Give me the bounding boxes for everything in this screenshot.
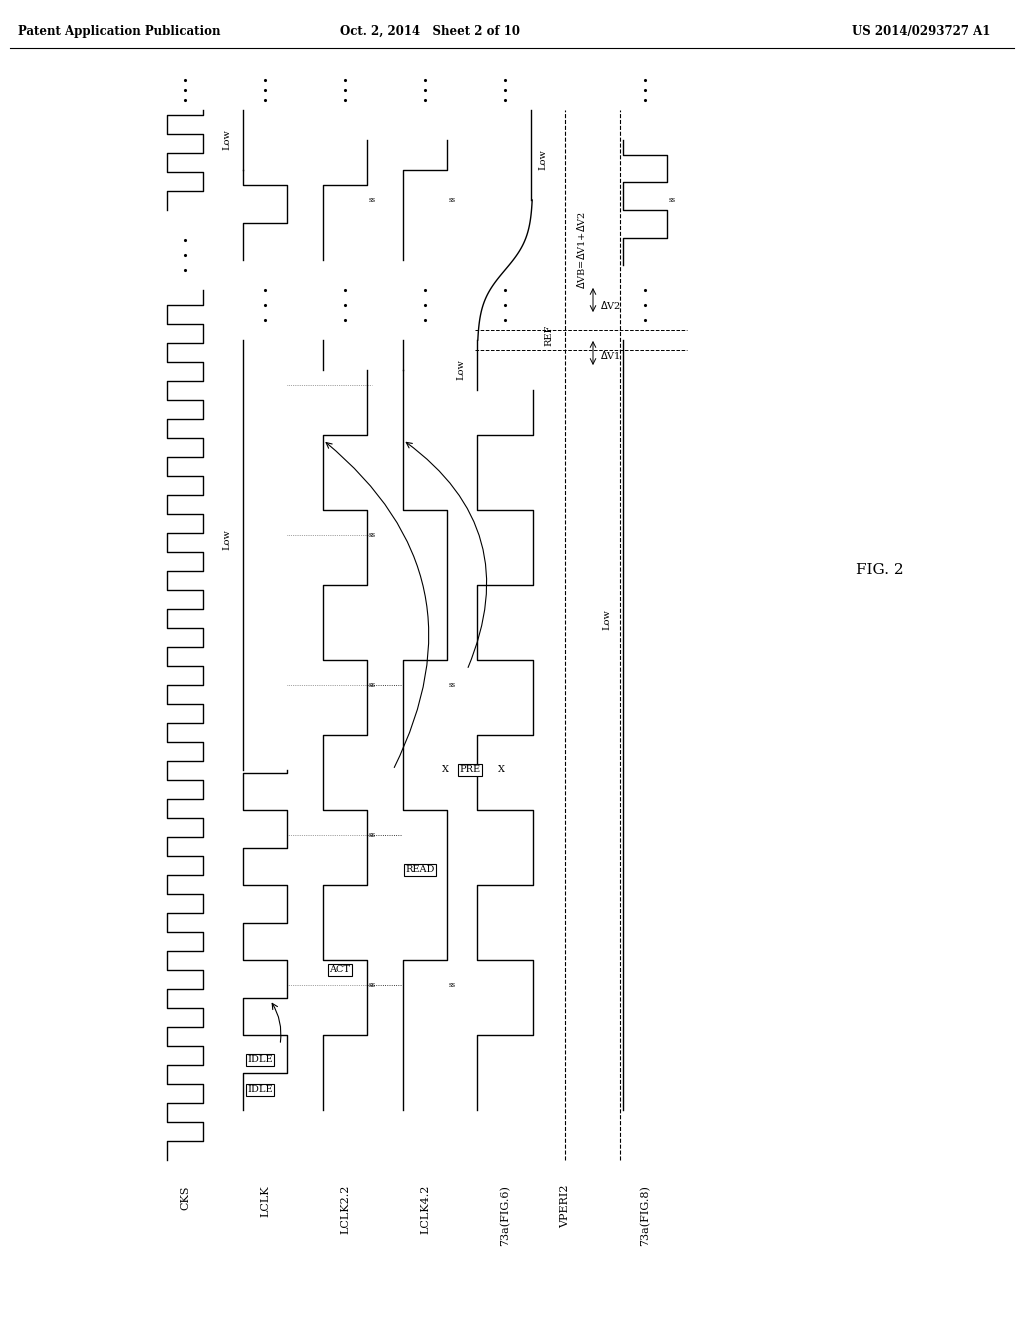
Text: ss: ss	[449, 195, 456, 205]
Text: 73a(FIG.6): 73a(FIG.6)	[500, 1185, 510, 1246]
Text: ss: ss	[449, 981, 456, 989]
Text: Low: Low	[538, 149, 547, 170]
Text: X: X	[442, 766, 449, 775]
Text: US 2014/0293727 A1: US 2014/0293727 A1	[852, 25, 990, 38]
Text: $\Delta$V2: $\Delta$V2	[600, 300, 621, 312]
Text: $\Delta$VB=$\Delta$V1+$\Delta$V2: $\Delta$VB=$\Delta$V1+$\Delta$V2	[575, 211, 587, 289]
Text: ss: ss	[369, 195, 376, 205]
Text: PRE: PRE	[460, 766, 480, 775]
Text: Oct. 2, 2014   Sheet 2 of 10: Oct. 2, 2014 Sheet 2 of 10	[340, 25, 520, 38]
Text: ss: ss	[369, 981, 376, 989]
Text: Patent Application Publication: Patent Application Publication	[18, 25, 220, 38]
Text: ss: ss	[369, 832, 376, 840]
Text: IDLE: IDLE	[247, 1056, 272, 1064]
Text: REF: REF	[544, 325, 553, 346]
Text: ss: ss	[369, 531, 376, 539]
Text: Low: Low	[222, 129, 231, 150]
Text: ACT: ACT	[330, 965, 350, 974]
Text: Low: Low	[602, 610, 611, 631]
Text: LCLK2.2: LCLK2.2	[340, 1185, 350, 1234]
Text: ss: ss	[669, 195, 676, 205]
Text: VPERI2: VPERI2	[560, 1185, 570, 1229]
Text: IDLE: IDLE	[247, 1085, 272, 1094]
Text: ss: ss	[449, 681, 456, 689]
Text: $\Delta$V1: $\Delta$V1	[600, 348, 621, 360]
Text: X: X	[498, 766, 505, 775]
Text: LCLK4.2: LCLK4.2	[420, 1185, 430, 1234]
Text: FIG. 2: FIG. 2	[856, 564, 904, 577]
Text: CKS: CKS	[180, 1185, 190, 1209]
Text: READ: READ	[406, 866, 434, 874]
Text: Low: Low	[222, 529, 231, 550]
Text: ss: ss	[369, 681, 376, 689]
Text: 73a(FIG.8): 73a(FIG.8)	[640, 1185, 650, 1246]
Text: LCLK: LCLK	[260, 1185, 270, 1217]
Text: Low: Low	[456, 359, 465, 380]
